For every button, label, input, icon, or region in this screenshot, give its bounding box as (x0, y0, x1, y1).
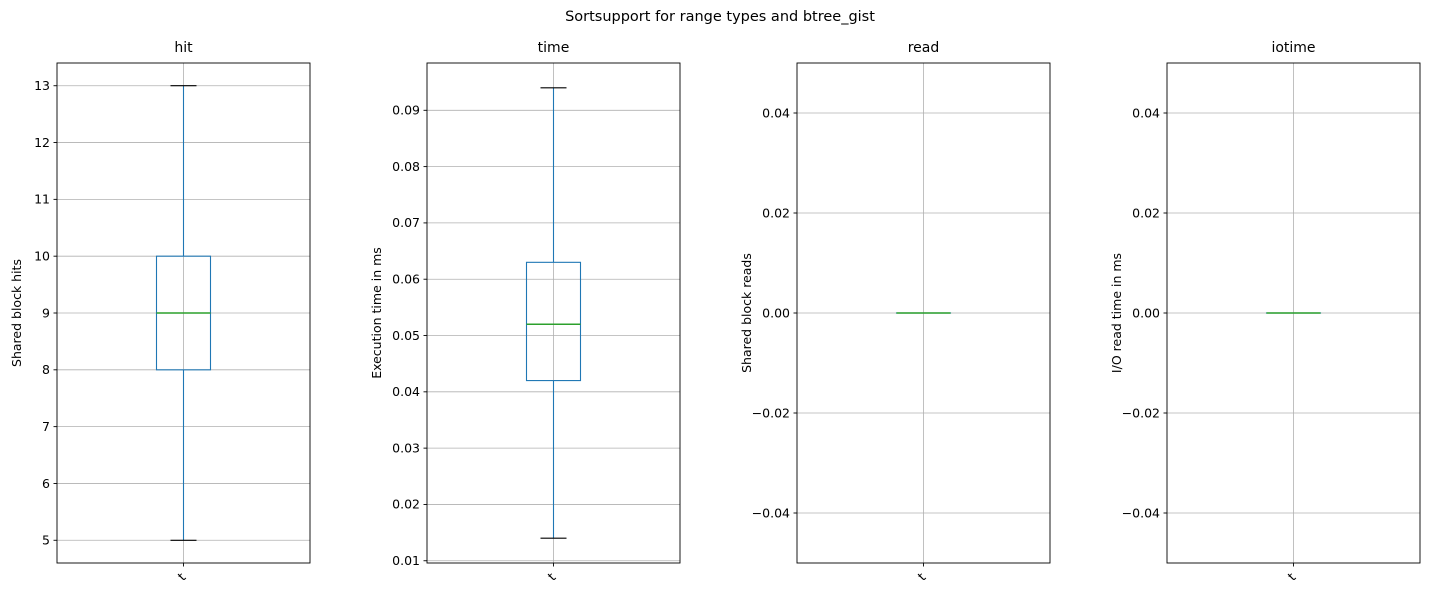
y-tick-label: 0.06 (392, 272, 420, 287)
subplot-title: iotime (1271, 40, 1315, 56)
y-tick-label: 10 (34, 248, 50, 263)
x-tick-label: t (175, 569, 189, 583)
x-tick-label: t (545, 569, 559, 583)
y-tick-label: 0.07 (392, 215, 420, 230)
y-tick-label: 0.02 (392, 497, 420, 512)
y-tick-label: 5 (42, 533, 50, 548)
y-tick-label: −0.02 (1122, 405, 1160, 420)
y-tick-label: 12 (34, 135, 50, 150)
y-tick-label: 0.05 (392, 328, 420, 343)
y-tick-label: 7 (42, 419, 50, 434)
y-tick-label: 0.08 (392, 159, 420, 174)
y-tick-label: 0.04 (1132, 105, 1160, 120)
y-axis-label: Shared block reads (739, 253, 754, 373)
figure-title: Sortsupport for range types and btree_gi… (565, 9, 875, 25)
y-tick-label: 0.09 (392, 103, 420, 118)
subplot-title: hit (174, 40, 193, 56)
y-tick-label: −0.02 (752, 405, 790, 420)
y-tick-label: 0.04 (392, 384, 420, 399)
y-tick-label: 0.01 (392, 553, 420, 568)
subplot-read: −0.04 −0.02 0.00 0.02 0.04 t read Shared block … (739, 40, 1051, 584)
x-tick-label: t (1285, 569, 1299, 583)
y-tick-label: −0.04 (1122, 505, 1160, 520)
y-tick-label: 0.00 (1132, 305, 1160, 320)
y-tick-label: −0.04 (752, 505, 790, 520)
y-tick-label: 0.02 (1132, 205, 1160, 220)
y-tick-label: 6 (42, 476, 50, 491)
y-tick-label: 9 (42, 305, 50, 320)
x-tick-label: t (915, 569, 929, 583)
y-tick-label: 13 (34, 78, 50, 93)
y-axis-label: Shared block hits (9, 259, 24, 367)
subplot-title: read (908, 40, 940, 56)
y-tick-label: 0.04 (762, 105, 790, 120)
y-tick-label: 0.03 (392, 440, 420, 455)
iqr-box (525, 261, 582, 382)
y-tick-label: 0.02 (762, 205, 790, 220)
subplot-time: 0.01 0.02 0.03 0.04 0.05 0.06 0.07 0.08 0.09 t tim… (369, 40, 681, 584)
y-tick-label: 0.00 (762, 305, 790, 320)
y-axis-label: Execution time in ms (369, 247, 384, 379)
y-axis-label: I/O read time in ms (1109, 253, 1124, 373)
y-tick-label: 11 (34, 192, 50, 207)
y-tick-label: 8 (42, 362, 50, 377)
subplot-hit: 5 6 7 8 9 10 11 12 13 t hit Shared block hits (9, 40, 311, 584)
subplot-title: time (538, 40, 570, 56)
subplot-iotime: −0.04 −0.02 0.00 0.02 0.04 t iotime I/O read ti… (1109, 40, 1421, 584)
